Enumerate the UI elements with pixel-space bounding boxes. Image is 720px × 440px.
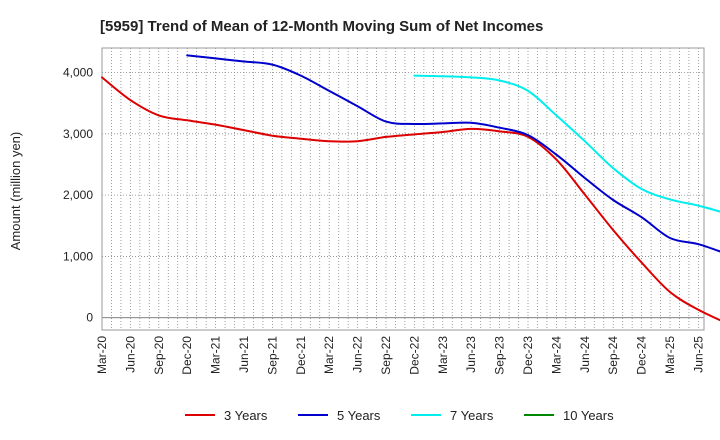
x-tick-label: Dec-22 — [407, 336, 421, 375]
x-tick-label: Mar-20 — [95, 336, 109, 374]
legend-label: 3 Years — [224, 408, 268, 423]
x-tick-label: Sep-20 — [152, 336, 166, 375]
grid — [101, 48, 704, 330]
series-line-3-years — [101, 76, 720, 322]
x-tick-label: Dec-21 — [294, 336, 308, 375]
y-tick-label: 2,000 — [63, 188, 93, 202]
y-tick-label: 1,000 — [63, 249, 93, 263]
y-tick-label: 3,000 — [63, 127, 93, 141]
plot-area-border — [101, 47, 705, 331]
series-line-5-years — [186, 54, 720, 253]
x-tick-label: Jun-25 — [691, 336, 705, 373]
legend-label: 10 Years — [563, 408, 614, 423]
legend: 3 Years 5 Years 7 Years 10 Years — [185, 408, 614, 423]
x-tick-label: Dec-23 — [521, 336, 535, 375]
x-tick-label: Mar-21 — [209, 336, 223, 374]
x-tick-label: Mar-24 — [549, 336, 563, 374]
legend-label: 5 Years — [337, 408, 381, 423]
x-tick-label: Mar-23 — [436, 336, 450, 374]
y-tick-label: 0 — [86, 311, 93, 325]
x-tick-label: Mar-22 — [322, 336, 336, 374]
chart-title: [5959] Trend of Mean of 12-Month Moving … — [100, 18, 543, 35]
x-tick-label: Mar-25 — [663, 336, 677, 374]
legend-label: 7 Years — [450, 408, 494, 423]
x-tick-label: Jun-23 — [464, 336, 478, 373]
x-tick-label: Jun-20 — [123, 336, 137, 373]
y-axis-label: Amount (million yen) — [8, 132, 23, 251]
x-tick-label: Dec-20 — [180, 336, 194, 375]
series-line-7-years — [413, 74, 720, 213]
x-tick-label: Jun-24 — [578, 336, 592, 373]
y-tick-label: 4,000 — [63, 66, 93, 80]
y-tick-labels: 0 1,000 2,000 3,000 4,000 — [63, 66, 93, 325]
x-tick-label: Jun-22 — [351, 336, 365, 373]
series-layer — [101, 54, 720, 322]
x-tick-label: Sep-21 — [265, 336, 279, 375]
x-tick-label: Sep-23 — [493, 336, 507, 375]
x-tick-labels: Mar-20 Jun-20 Sep-20 Dec-20 Mar-21 Jun-21 Sep-… — [95, 336, 705, 375]
x-tick-label: Sep-22 — [379, 336, 393, 375]
x-tick-label: Sep-24 — [606, 336, 620, 375]
x-tick-label: Jun-21 — [237, 336, 251, 373]
x-tick-label: Dec-24 — [635, 336, 649, 375]
